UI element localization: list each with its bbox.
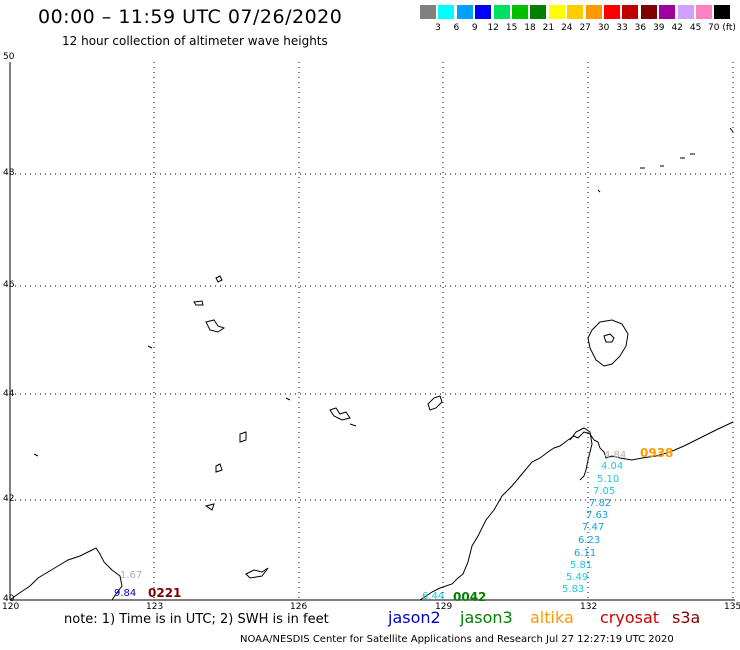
- swh-value: 7.82: [589, 498, 612, 509]
- lat-label: 42: [3, 494, 15, 504]
- legend-s3a: s3a: [672, 608, 701, 627]
- scale-swatch: [696, 5, 712, 19]
- lat-label: 40: [3, 594, 15, 604]
- page-subtitle: 12 hour collection of altimeter wave hei…: [62, 34, 328, 48]
- scale-swatch: [604, 5, 620, 19]
- pass-time-label: 0042: [453, 590, 487, 604]
- scale-label: 70 (ft): [708, 23, 736, 33]
- lat-label: 50: [3, 52, 15, 62]
- swh-value: 4.04: [601, 461, 624, 472]
- coastline-sakhalin-south: [603, 333, 615, 343]
- lon-label: 120: [2, 602, 20, 612]
- lat-label: 46: [3, 280, 15, 290]
- swh-value: 1.67: [120, 570, 143, 581]
- islands: [33, 127, 734, 579]
- scale-swatch: [640, 5, 657, 19]
- scale-label: 24: [561, 23, 573, 33]
- scale-swatch: [456, 5, 473, 19]
- grid-lines: [10, 62, 735, 600]
- coastline-hokkaido-lake: [587, 319, 629, 367]
- legend-altika: altika: [530, 608, 574, 627]
- lat-label: 48: [3, 168, 15, 178]
- scale-swatch: [714, 5, 731, 19]
- lon-label: 129: [435, 602, 453, 612]
- swh-value: 6.23: [578, 535, 601, 546]
- scale-swatch: [567, 5, 584, 19]
- swh-value: 7.63: [586, 510, 609, 521]
- scale-label: 6: [453, 23, 460, 33]
- scale-label: 18: [524, 23, 536, 33]
- lat-label: 44: [3, 389, 15, 399]
- scale-label: 45: [689, 23, 702, 33]
- legend-cryosat: cryosat: [600, 608, 660, 627]
- scale-label: 30: [597, 23, 610, 33]
- scale-label: 12: [487, 23, 499, 33]
- scale-swatch: [438, 5, 455, 19]
- scale-swatch: [677, 5, 694, 19]
- legend-jason2: jason2: [388, 608, 441, 627]
- pass-time-label: 0938: [640, 446, 674, 460]
- coastline-honshu: [419, 421, 734, 601]
- swh-value: 6.11: [574, 548, 597, 559]
- lon-label: 126: [290, 602, 308, 612]
- scale-swatch: [548, 5, 565, 19]
- scale-label: 36: [634, 23, 647, 33]
- footer-note: note: 1) Time is in UTC; 2) SWH is in fe…: [64, 612, 329, 627]
- scale-swatch: [622, 5, 639, 19]
- swh-value: 4.84: [604, 450, 627, 461]
- swh-value: 7.47: [582, 522, 605, 533]
- swh-value: 6.44: [422, 591, 445, 602]
- scale-label: 21: [542, 23, 555, 33]
- swh-value: 5.10: [597, 474, 620, 485]
- page-title: 00:00 – 11:59 UTC 07/26/2020: [38, 6, 343, 28]
- coastline-peninsula: [569, 427, 593, 481]
- scale-label: 3: [435, 23, 441, 33]
- scale-swatch: [659, 5, 676, 19]
- pass-time-label: 0221: [148, 586, 182, 600]
- scale-swatch: [585, 5, 602, 19]
- scale-label: 15: [505, 23, 518, 33]
- scale-label: 42: [671, 23, 683, 33]
- swh-value: 5.49: [566, 572, 589, 583]
- swh-value: 5.83: [562, 584, 585, 595]
- scale-label: 27: [579, 23, 591, 33]
- scale-swatch: [420, 5, 436, 19]
- swh-value: 9.84: [114, 588, 137, 599]
- lon-label: 135: [724, 602, 740, 612]
- scale-label: 39: [653, 23, 665, 33]
- scale-swatch: [512, 5, 528, 19]
- legend-jason3: jason3: [460, 608, 513, 627]
- lon-label: 123: [146, 602, 164, 612]
- coastline-korea: [9, 547, 123, 601]
- credit-line: NOAA/NESDIS Center for Satellite Applica…: [240, 634, 674, 645]
- scale-swatch: [475, 5, 492, 19]
- lon-label: 132: [580, 602, 598, 612]
- swh-value: 7.05: [593, 486, 616, 497]
- scale-swatch: [493, 5, 510, 19]
- scale-label: 33: [616, 23, 628, 33]
- scale-swatch: [530, 5, 547, 19]
- swh-value: 5.81: [570, 560, 593, 571]
- scale-label: 9: [471, 23, 478, 33]
